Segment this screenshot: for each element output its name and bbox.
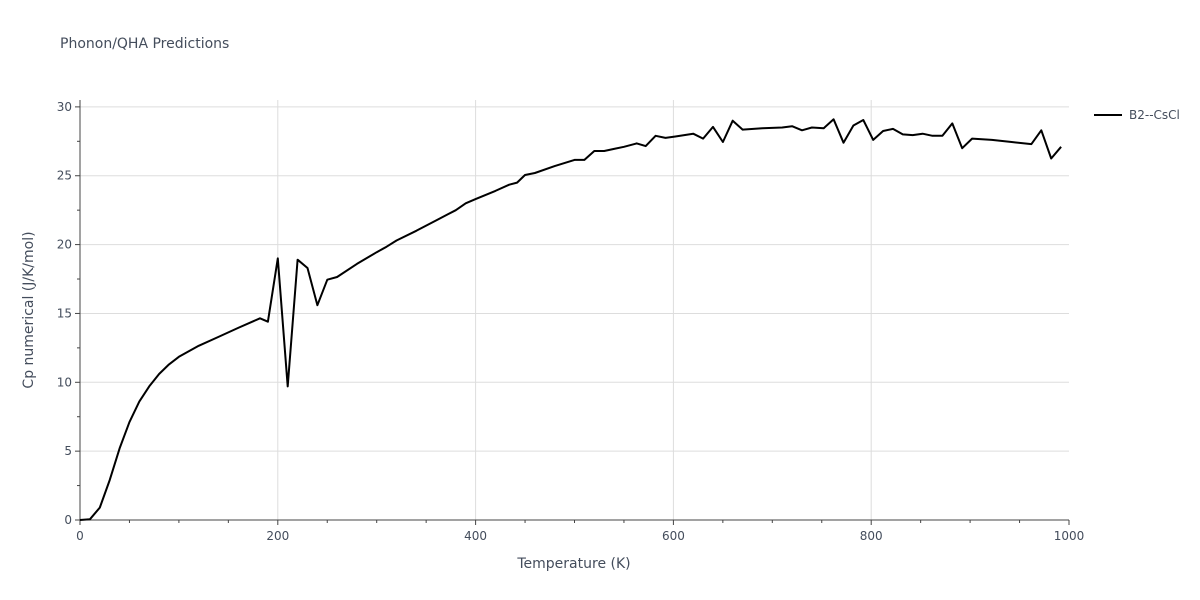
x-tick-label: 400 xyxy=(464,529,487,543)
axes xyxy=(79,100,1069,521)
series-layer xyxy=(79,118,1062,521)
x-axis-ticks: 0 200 400 600 800 1000 xyxy=(76,520,1084,543)
x-axis-label: Temperature (K) xyxy=(516,556,630,572)
x-tick-label: 800 xyxy=(860,529,883,543)
series-line-0[interactable] xyxy=(79,118,1062,521)
grid-lines xyxy=(80,100,1069,520)
y-tick-label: 25 xyxy=(57,169,72,183)
y-axis-ticks: 0 5 10 15 20 25 30 xyxy=(57,100,80,527)
y-tick-label: 30 xyxy=(57,100,72,114)
legend[interactable]: B2--CsCl xyxy=(1094,108,1180,122)
y-tick-label: 15 xyxy=(57,306,72,320)
y-tick-label: 10 xyxy=(57,375,72,389)
y-tick-label: 0 xyxy=(64,513,72,527)
x-tick-label: 1000 xyxy=(1054,529,1085,543)
y-tick-label: 20 xyxy=(57,238,72,252)
y-tick-label: 5 xyxy=(64,444,72,458)
legend-label: B2--CsCl xyxy=(1129,108,1180,122)
x-tick-label: 600 xyxy=(662,529,685,543)
x-tick-label: 0 xyxy=(76,529,84,543)
y-axis-label: Cp numerical (J/K/mol) xyxy=(21,231,37,388)
x-tick-label: 200 xyxy=(266,529,289,543)
chart-title: Phonon/QHA Predictions xyxy=(60,36,230,52)
